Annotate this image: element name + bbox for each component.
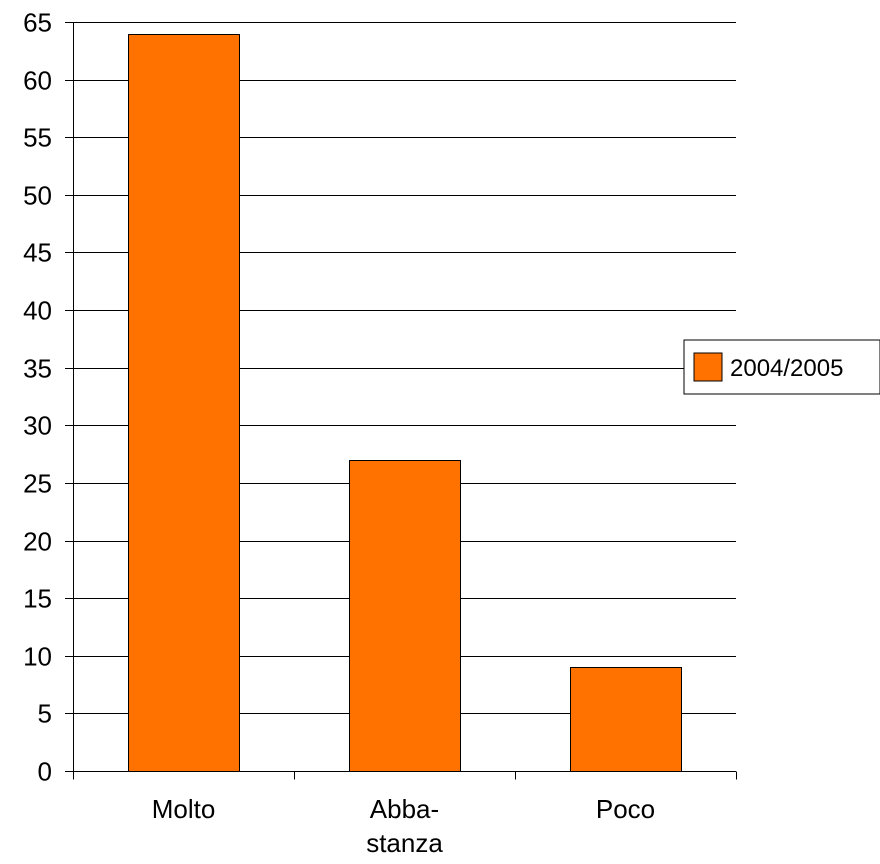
y-tick-label: 30 [23,411,52,441]
y-tick-label: 40 [23,296,52,326]
y-tick-label: 55 [23,123,52,153]
axes [65,22,737,780]
y-tick-label: 65 [23,8,52,38]
bar [570,667,682,772]
y-tick-label: 50 [23,181,52,211]
x-tick-label: Molto [152,794,216,824]
bar [128,34,240,772]
y-tick-label: 25 [23,469,52,499]
legend-label: 2004/2005 [730,355,843,382]
y-tick-label: 5 [38,699,52,729]
y-tick-label: 35 [23,354,52,384]
y-tick-label: 60 [23,66,52,96]
bars [128,34,682,772]
x-tick-label: Abba-stanza [366,794,443,858]
y-tick-label: 10 [23,642,52,672]
y-tick-label: 0 [38,757,52,787]
x-tick-label: Poco [596,794,655,824]
legend-swatch [693,352,723,382]
y-tick-label: 20 [23,527,52,557]
y-tick-label: 15 [23,584,52,614]
y-tick-labels: 0 5 10 15 20 25 30 35 40 45 50 55 60 65 [23,8,52,787]
bar [349,460,461,772]
y-tick-label: 45 [23,238,52,268]
x-tick-labels: Molto Abba-stanza Poco [152,794,655,858]
legend: 2004/2005 [683,339,880,395]
